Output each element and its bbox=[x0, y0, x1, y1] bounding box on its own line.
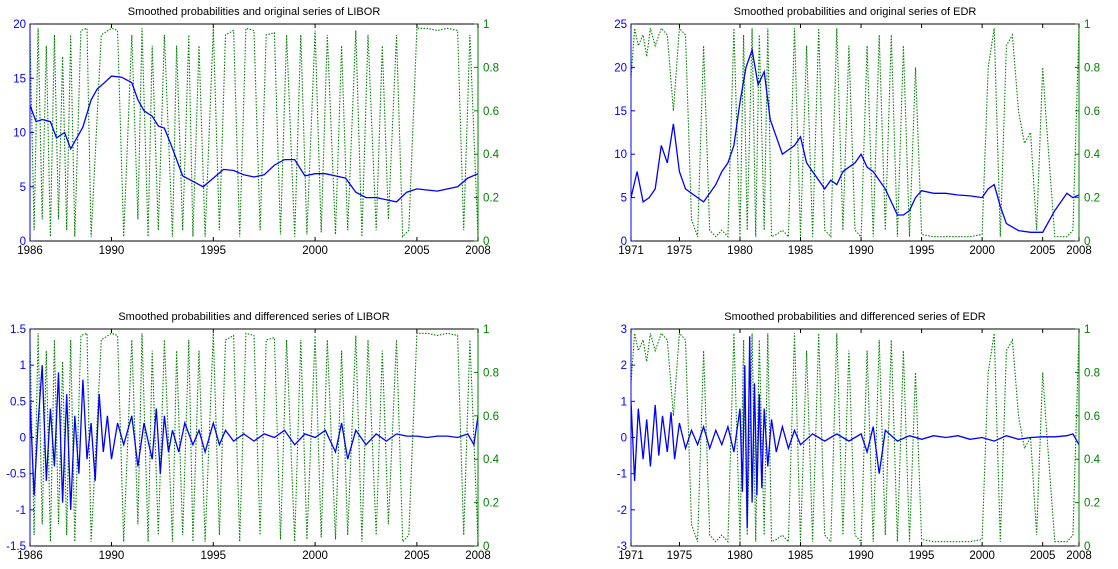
x-tick-label: 1986 bbox=[17, 550, 43, 562]
x-tick-label: 2000 bbox=[969, 550, 995, 562]
series-line-right bbox=[631, 26, 1079, 239]
y-right-tick-label: 0.4 bbox=[483, 149, 500, 161]
chart-panel: Smoothed probabilities and original seri… bbox=[13, 6, 499, 257]
x-tick-label: 2005 bbox=[404, 245, 430, 257]
y-left-tick-label: 2 bbox=[621, 360, 627, 372]
y-left-tick-label: 5 bbox=[20, 182, 26, 194]
y-right-tick-label: 1 bbox=[1084, 324, 1090, 336]
y-right-tick-label: 0.2 bbox=[1084, 498, 1100, 510]
x-tick-label: 1980 bbox=[727, 550, 753, 562]
y-left-tick-label: 1 bbox=[621, 396, 627, 408]
x-tick-label: 1975 bbox=[667, 550, 693, 562]
y-left-tick-label: 10 bbox=[13, 128, 26, 140]
y-right-tick-label: 0.6 bbox=[1084, 106, 1100, 118]
y-left-tick-label: -1 bbox=[16, 505, 26, 517]
chart-panel: Smoothed probabilities and differenced s… bbox=[6, 311, 499, 562]
x-tick-label: 2005 bbox=[404, 550, 430, 562]
chart-title: Smoothed probabilities and differenced s… bbox=[724, 311, 986, 323]
y-right-tick-label: 0.8 bbox=[483, 62, 499, 74]
y-right-tick-label: 0.2 bbox=[1084, 193, 1100, 205]
y-right-tick-label: 0 bbox=[1084, 541, 1090, 553]
series-line-right bbox=[30, 27, 478, 239]
y-right-tick-label: 0.6 bbox=[483, 106, 499, 118]
y-left-tick-label: 20 bbox=[614, 62, 627, 74]
y-right-tick-label: 0.6 bbox=[1084, 411, 1100, 423]
y-right-tick-label: 1 bbox=[1084, 19, 1090, 31]
y-right-tick-label: 0.4 bbox=[1084, 149, 1101, 161]
y-left-tick-label: 10 bbox=[614, 149, 627, 161]
series-line-right bbox=[30, 332, 478, 544]
series-line-left bbox=[30, 75, 478, 203]
x-tick-label: 1995 bbox=[909, 550, 935, 562]
chart-title: Smoothed probabilities and differenced s… bbox=[118, 311, 389, 323]
x-tick-label: 1985 bbox=[788, 550, 814, 562]
x-tick-label: 1986 bbox=[17, 245, 43, 257]
y-left-tick-label: 1 bbox=[20, 360, 26, 372]
x-tick-label: 1995 bbox=[909, 245, 935, 257]
y-left-tick-label: -0.5 bbox=[6, 469, 26, 481]
chart-panel: Smoothed probabilities and differenced s… bbox=[617, 311, 1101, 562]
x-tick-label: 1980 bbox=[727, 245, 753, 257]
x-tick-label: 1971 bbox=[618, 245, 644, 257]
series-line-left bbox=[631, 336, 1079, 528]
y-right-tick-label: 0.8 bbox=[1084, 367, 1100, 379]
y-left-tick-label: 1.5 bbox=[10, 324, 26, 336]
x-tick-label: 2000 bbox=[302, 245, 328, 257]
series-line-left bbox=[631, 47, 1079, 233]
x-tick-label: 1985 bbox=[788, 245, 814, 257]
x-tick-label: 1975 bbox=[667, 245, 693, 257]
series-line-right bbox=[631, 331, 1079, 544]
y-left-tick-label: 3 bbox=[621, 324, 627, 336]
x-tick-label: 1971 bbox=[618, 550, 644, 562]
x-tick-label: 1995 bbox=[200, 245, 226, 257]
chart-panel: Smoothed probabilities and original seri… bbox=[614, 6, 1100, 257]
y-left-tick-label: 0 bbox=[20, 236, 26, 248]
x-tick-label: 2008 bbox=[465, 245, 491, 257]
y-right-tick-label: 1 bbox=[483, 19, 489, 31]
x-tick-label: 1990 bbox=[848, 550, 874, 562]
y-left-tick-label: 15 bbox=[13, 73, 26, 85]
y-right-tick-label: 0 bbox=[483, 236, 489, 248]
y-right-tick-label: 0.8 bbox=[483, 367, 499, 379]
y-left-tick-label: -2 bbox=[617, 505, 627, 517]
y-left-tick-label: 25 bbox=[614, 19, 627, 31]
y-left-tick-label: 0 bbox=[621, 236, 627, 248]
series-line-left bbox=[30, 365, 478, 510]
y-left-tick-label: 0 bbox=[20, 433, 26, 445]
y-left-tick-label: -3 bbox=[617, 541, 627, 553]
x-tick-label: 2008 bbox=[465, 550, 491, 562]
y-right-tick-label: 0.2 bbox=[483, 193, 499, 205]
y-left-tick-label: 15 bbox=[614, 106, 627, 118]
x-tick-label: 1990 bbox=[99, 245, 125, 257]
x-tick-label: 2000 bbox=[969, 245, 995, 257]
x-tick-label: 2005 bbox=[1030, 245, 1056, 257]
x-tick-label: 1990 bbox=[99, 550, 125, 562]
y-left-tick-label: -1 bbox=[617, 469, 627, 481]
y-right-tick-label: 0.8 bbox=[1084, 62, 1100, 74]
y-right-tick-label: 0.2 bbox=[483, 498, 499, 510]
x-tick-label: 1995 bbox=[200, 550, 226, 562]
x-tick-label: 2005 bbox=[1030, 550, 1056, 562]
y-right-tick-label: 0 bbox=[483, 541, 489, 553]
x-tick-label: 1990 bbox=[848, 245, 874, 257]
y-right-tick-label: 1 bbox=[483, 324, 489, 336]
y-right-tick-label: 0 bbox=[1084, 236, 1090, 248]
x-tick-label: 2008 bbox=[1066, 550, 1092, 562]
y-right-tick-label: 0.4 bbox=[483, 454, 500, 466]
y-right-tick-label: 0.4 bbox=[1084, 454, 1101, 466]
x-tick-label: 2000 bbox=[302, 550, 328, 562]
y-right-tick-label: 0.6 bbox=[483, 411, 499, 423]
y-left-tick-label: 5 bbox=[621, 193, 627, 205]
chart-title: Smoothed probabilities and original seri… bbox=[128, 6, 381, 18]
y-left-tick-label: 20 bbox=[13, 19, 26, 31]
y-left-tick-label: 0 bbox=[621, 433, 627, 445]
plot-frame bbox=[29, 23, 479, 242]
x-tick-label: 2008 bbox=[1066, 245, 1092, 257]
y-left-tick-label: 0.5 bbox=[10, 396, 26, 408]
plot-frame bbox=[630, 23, 1080, 242]
y-left-tick-label: -1.5 bbox=[6, 541, 26, 553]
chart-title: Smoothed probabilities and original seri… bbox=[734, 6, 977, 18]
